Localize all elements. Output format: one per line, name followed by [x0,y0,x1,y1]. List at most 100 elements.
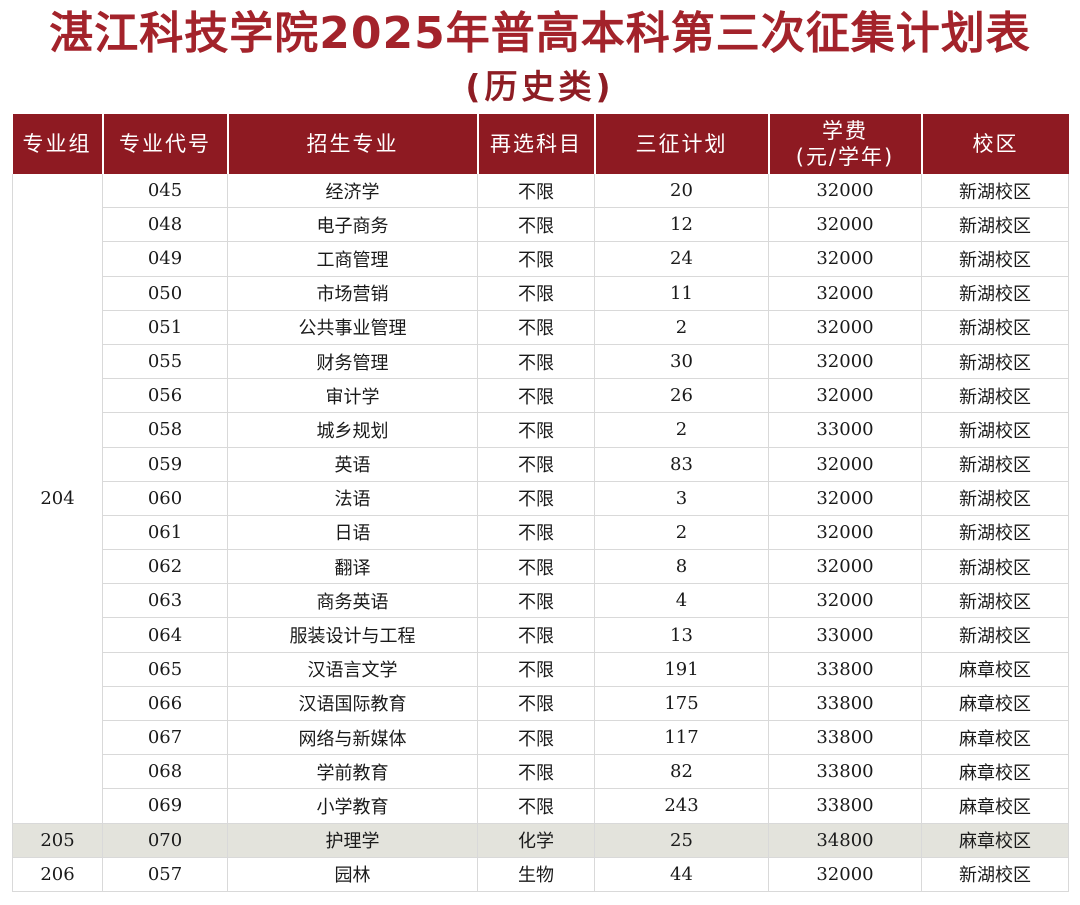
cell-subject: 不限 [477,788,595,824]
header-subject: 再选科目 [477,114,596,174]
cell-major: 市场营销 [227,276,478,311]
table-row: 204 045 经济学 不限 20 32000 新湖校区 [12,174,1069,824]
cell-fee: 32000 [768,378,922,414]
cell-major: 日语 [227,515,478,551]
cell-fee: 32000 [768,583,922,619]
cell-major: 电子商务 [227,207,478,243]
table-row: 063 商务英语 不限 4 32000 新湖校区 [13,583,1069,619]
cell-plan: 2 [594,310,769,345]
cell-major: 财务管理 [227,344,478,380]
table-body: 204 045 经济学 不限 20 32000 新湖校区 048 电子商务 不限 12 32000 新湖… [12,174,1069,892]
cell-fee: 33800 [768,754,922,790]
cell-code: 049 [102,241,228,277]
group-cell: 205 [12,823,103,858]
cell-code: 055 [102,344,228,380]
cell-subject: 不限 [477,207,595,243]
cell-campus: 新湖校区 [921,174,1069,209]
cell-major: 学前教育 [227,754,478,790]
header-fee: 学费 (元/学年) [768,114,923,174]
cell-plan: 8 [594,549,769,585]
cell-code: 056 [102,378,228,414]
table-row: 048 电子商务 不限 12 32000 新湖校区 [13,207,1069,243]
cell-major: 公共事业管理 [227,310,478,345]
table-header-row: 专业组 专业代号 招生专业 再选科目 三征计划 学费 (元/学年) 校区 [12,114,1069,174]
table-row: 055 财务管理 不限 30 32000 新湖校区 [13,344,1069,380]
cell-major: 审计学 [227,378,478,414]
cell-campus: 麻章校区 [921,720,1069,756]
cell-major: 法语 [227,481,478,516]
cell-subject: 不限 [477,583,595,619]
cell-code: 065 [102,652,228,687]
cell-subject: 不限 [477,447,595,482]
cell-campus: 新湖校区 [921,378,1069,414]
cell-subject: 不限 [477,686,595,722]
cell-code: 061 [102,515,228,551]
cell-major: 商务英语 [227,583,478,619]
cell-plan: 12 [594,207,769,243]
cell-fee: 32000 [768,241,922,277]
cell-plan: 30 [594,344,769,380]
cell-code: 058 [102,412,228,448]
header-group: 专业组 [12,114,104,174]
table-row: 060 法语 不限 3 32000 新湖校区 [13,481,1069,516]
cell-subject: 不限 [477,617,595,653]
cell-plan: 2 [594,515,769,551]
cell-fee: 34800 [768,823,922,858]
cell-major: 网络与新媒体 [227,720,478,756]
cell-fee: 32000 [768,207,922,243]
cell-campus: 麻章校区 [921,686,1069,722]
table-row: 066 汉语国际教育 不限 175 33800 麻章校区 [13,686,1069,722]
cell-plan: 243 [594,788,769,824]
cell-plan: 4 [594,583,769,619]
cell-fee: 32000 [768,549,922,585]
cell-code: 059 [102,447,228,482]
table-row: 206 057 园林 生物 44 32000 新湖校区 [12,857,1069,892]
cell-plan: 3 [594,481,769,516]
cell-plan: 83 [594,447,769,482]
cell-campus: 新湖校区 [921,241,1069,277]
cell-code: 064 [102,617,228,653]
cell-code: 060 [102,481,228,516]
cell-subject: 不限 [477,378,595,414]
cell-subject: 不限 [477,344,595,380]
cell-major: 工商管理 [227,241,478,277]
cell-fee: 32000 [768,174,922,209]
enrollment-plan-table: 专业组 专业代号 招生专业 再选科目 三征计划 学费 (元/学年) 校区 204 0… [12,114,1069,892]
cell-plan: 25 [594,823,769,858]
cell-subject: 不限 [477,412,595,448]
cell-campus: 新湖校区 [921,447,1069,482]
cell-major: 园林 [227,857,478,892]
cell-campus: 新湖校区 [921,276,1069,311]
cell-major: 汉语国际教育 [227,686,478,722]
cell-code: 063 [102,583,228,619]
cell-plan: 24 [594,241,769,277]
table-row: 068 学前教育 不限 82 33800 麻章校区 [13,754,1069,790]
cell-code: 066 [102,686,228,722]
cell-fee: 33800 [768,788,922,824]
cell-code: 062 [102,549,228,585]
cell-code: 067 [102,720,228,756]
cell-fee: 33800 [768,652,922,687]
cell-subject: 生物 [477,857,595,892]
cell-campus: 新湖校区 [921,344,1069,380]
cell-campus: 新湖校区 [921,481,1069,516]
cell-fee: 32000 [768,515,922,551]
cell-code: 070 [102,823,228,858]
header-fee-line1: 学费 [822,119,868,143]
table-row: 064 服装设计与工程 不限 13 33000 新湖校区 [13,617,1069,653]
cell-fee: 32000 [768,344,922,380]
cell-campus: 新湖校区 [921,549,1069,585]
cell-campus: 新湖校区 [921,207,1069,243]
header-plan: 三征计划 [594,114,770,174]
cell-plan: 13 [594,617,769,653]
table-row: 051 公共事业管理 不限 2 32000 新湖校区 [13,310,1069,345]
cell-subject: 不限 [477,276,595,311]
cell-campus: 麻章校区 [921,754,1069,790]
cell-major: 翻译 [227,549,478,585]
group-cell: 206 [12,857,103,892]
cell-campus: 麻章校区 [921,652,1069,687]
cell-code: 045 [102,174,228,209]
cell-campus: 麻章校区 [921,788,1069,824]
table-row: 067 网络与新媒体 不限 117 33800 麻章校区 [13,720,1069,756]
cell-code: 051 [102,310,228,345]
